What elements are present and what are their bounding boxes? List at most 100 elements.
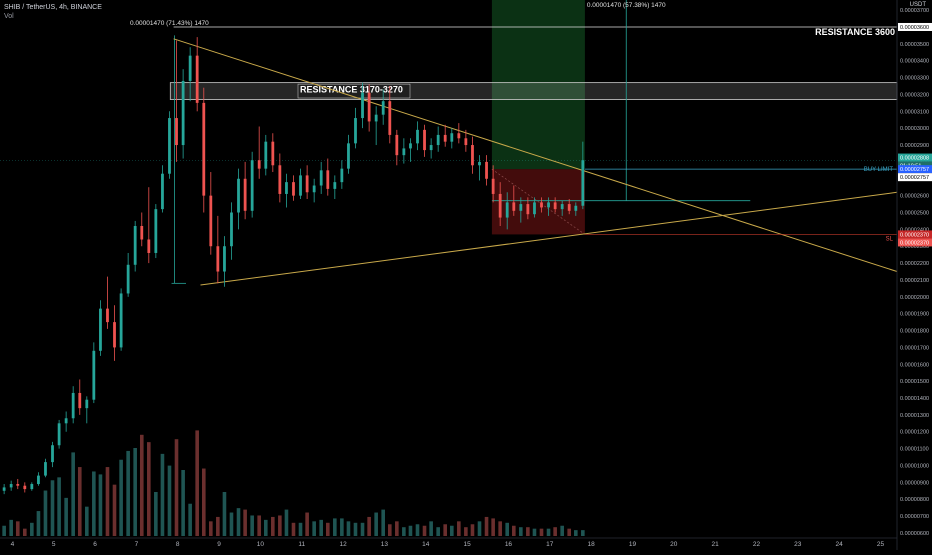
- candle: [326, 170, 330, 189]
- volume-bar: [374, 512, 378, 536]
- volume-bar: [415, 524, 420, 536]
- candle: [78, 392, 82, 409]
- volume-bar: [64, 497, 68, 536]
- volume-bar: [291, 522, 296, 536]
- candle: [429, 145, 433, 151]
- volume-bar: [519, 527, 523, 536]
- volume-bar: [57, 477, 61, 536]
- time-tick-label: 14: [422, 541, 430, 548]
- candle: [168, 118, 171, 174]
- volume-bar: [312, 521, 316, 536]
- candle: [395, 134, 399, 156]
- candle: [51, 445, 54, 463]
- candle: [223, 246, 226, 272]
- price-tick-label: 0.00001700: [900, 345, 929, 351]
- candle: [181, 80, 185, 146]
- volume-label: Vol: [4, 13, 14, 20]
- volume-bar: [498, 521, 502, 536]
- time-tick-label: 5: [52, 541, 56, 548]
- candle: [133, 225, 137, 265]
- candle: [71, 392, 75, 419]
- target-zone: [491, 0, 585, 170]
- candle: [505, 202, 509, 218]
- candle: [216, 246, 220, 272]
- volume-bar: [43, 490, 48, 536]
- volume-bar: [305, 512, 309, 536]
- time-tick-label: 15: [463, 541, 471, 548]
- volume-bar: [381, 509, 385, 536]
- candle: [257, 160, 261, 169]
- volume-bar: [395, 521, 399, 536]
- price-tick-label: 0.00001000: [900, 463, 929, 469]
- symbol-line: SHIB / TetherUS, 4h, BINANCE: [4, 4, 102, 11]
- volume-bar: [278, 515, 282, 536]
- candle: [154, 209, 158, 253]
- entry-price-badge: 0.00002757: [900, 167, 929, 173]
- candle: [409, 143, 412, 149]
- volume-bar: [105, 467, 110, 536]
- mid-price-badge: 0.00002757: [900, 175, 929, 181]
- time-tick-label: 25: [877, 541, 885, 548]
- volume-bar: [139, 434, 144, 536]
- price-tick-label: 0.00001300: [900, 413, 929, 419]
- price-tick-label: 0.00002900: [900, 143, 929, 149]
- volume-bar: [201, 468, 206, 536]
- volume-bar: [119, 459, 123, 536]
- trendline-2: [200, 191, 898, 286]
- candle: [436, 134, 440, 146]
- volume-bar: [457, 521, 461, 536]
- price-tick-label: 0.00002500: [900, 211, 929, 217]
- candle: [92, 350, 96, 400]
- candle: [250, 160, 254, 211]
- volume-bar: [263, 519, 268, 536]
- price-tick-label: 0.00003200: [900, 92, 929, 98]
- price-tick-label: 0.00003400: [900, 59, 929, 65]
- price-unit: USDT: [909, 2, 926, 8]
- volume-bar: [532, 528, 537, 536]
- candle: [119, 293, 123, 348]
- measure-label-2: 0.00001470 (57.38%) 1470: [587, 2, 666, 9]
- time-tick-label: 17: [546, 541, 554, 548]
- sl-price-badge: 0.00002370: [900, 232, 929, 238]
- candle: [2, 487, 6, 491]
- chart-header: SHIB / TetherUS, 4h, BINANCE Vol: [4, 3, 102, 21]
- volume-bar: [167, 465, 172, 536]
- candle: [106, 308, 109, 323]
- candle: [30, 484, 34, 490]
- volume-bar: [243, 509, 247, 536]
- volume-bar: [574, 530, 578, 536]
- candle: [443, 134, 447, 142]
- volume-bar: [443, 524, 447, 536]
- time-tick-label: 18: [587, 541, 595, 548]
- entry-price-badge-bg: [898, 165, 932, 174]
- volume-bar: [160, 453, 165, 536]
- candle: [292, 182, 295, 196]
- mid-price-badge-bg: [898, 173, 932, 182]
- candle: [512, 202, 516, 211]
- volume-bar: [581, 530, 585, 536]
- position-diagonal: [491, 168, 586, 235]
- candle: [305, 175, 309, 193]
- last-price-badge-bg: [898, 153, 932, 162]
- volume-bar: [216, 516, 220, 536]
- candle: [485, 161, 488, 179]
- price-tick-label: 0.00001800: [900, 329, 929, 335]
- volume-bar: [92, 471, 96, 536]
- candle: [491, 178, 495, 194]
- price-tick-label: 0.00003500: [900, 42, 929, 48]
- candle: [423, 129, 426, 151]
- volume-bar: [353, 522, 358, 536]
- volume-bar: [147, 442, 151, 536]
- volume-bar: [154, 492, 158, 536]
- volume-bar: [98, 474, 103, 536]
- volume-bar: [30, 522, 34, 536]
- measure-label-1: 0.00001470 (71.43%) 1470: [130, 20, 209, 27]
- candle: [533, 202, 536, 215]
- volume-bar: [250, 515, 254, 536]
- volume-bar: [195, 430, 199, 536]
- candle: [367, 92, 371, 122]
- candle: [113, 322, 116, 348]
- candle: [340, 168, 344, 183]
